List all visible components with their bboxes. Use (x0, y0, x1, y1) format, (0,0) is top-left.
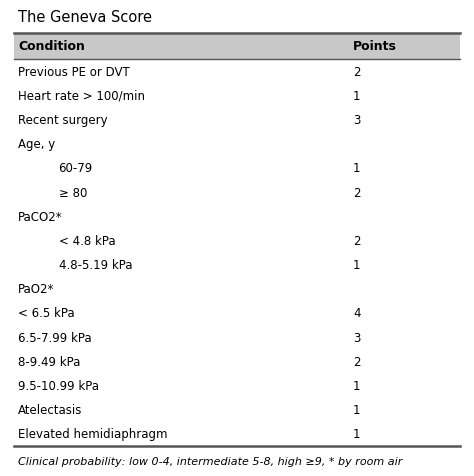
Text: Atelectasis: Atelectasis (18, 403, 82, 416)
Text: 6.5-7.99 kPa: 6.5-7.99 kPa (18, 331, 91, 344)
Text: Recent surgery: Recent surgery (18, 114, 108, 127)
Bar (14, 34, 460, 60)
Text: PaO2*: PaO2* (18, 283, 55, 296)
Text: Condition: Condition (18, 40, 85, 53)
Text: 60-79: 60-79 (59, 162, 93, 175)
Text: 8-9.49 kPa: 8-9.49 kPa (18, 355, 81, 368)
Text: 9.5-10.99 kPa: 9.5-10.99 kPa (18, 379, 99, 392)
Text: ≥ 80: ≥ 80 (59, 186, 87, 199)
Text: Heart rate > 100/min: Heart rate > 100/min (18, 89, 145, 102)
Text: Previous PE or DVT: Previous PE or DVT (18, 66, 130, 79)
Text: 2: 2 (353, 234, 360, 248)
Text: 1: 1 (353, 403, 360, 416)
Text: The Geneva Score: The Geneva Score (18, 10, 152, 25)
Text: 1: 1 (353, 427, 360, 440)
Text: 1: 1 (353, 89, 360, 102)
Text: < 4.8 kPa: < 4.8 kPa (59, 234, 115, 248)
Text: Points: Points (353, 40, 397, 53)
Text: 3: 3 (353, 331, 360, 344)
Text: 1: 1 (353, 258, 360, 271)
Text: 1: 1 (353, 162, 360, 175)
Text: 1: 1 (353, 379, 360, 392)
Text: 2: 2 (353, 66, 360, 79)
Text: Age, y: Age, y (18, 138, 55, 151)
Text: < 6.5 kPa: < 6.5 kPa (18, 307, 74, 320)
Text: 2: 2 (353, 186, 360, 199)
Text: 4: 4 (353, 307, 360, 320)
Text: 4.8-5.19 kPa: 4.8-5.19 kPa (59, 258, 132, 271)
Text: Elevated hemidiaphragm: Elevated hemidiaphragm (18, 427, 167, 440)
Text: 2: 2 (353, 355, 360, 368)
Text: PaCO2*: PaCO2* (18, 210, 63, 223)
Text: 3: 3 (353, 114, 360, 127)
Text: Clinical probability: low 0-4, intermediate 5-8, high ≥9, * by room air: Clinical probability: low 0-4, intermedi… (18, 456, 402, 466)
